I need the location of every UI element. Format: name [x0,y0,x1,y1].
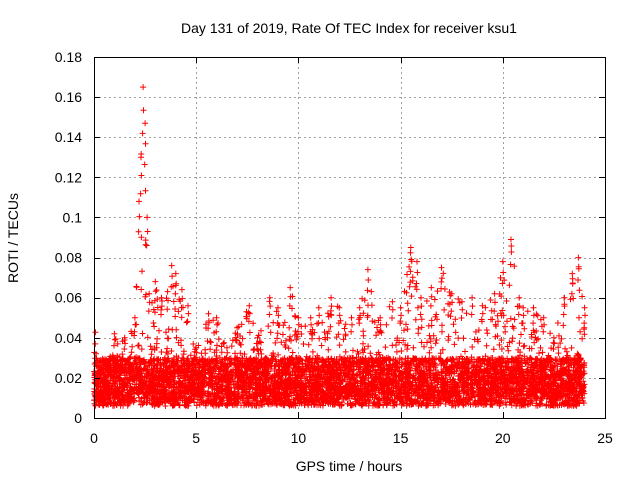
y-tick-label: 0.14 [55,129,82,145]
x-tick-label: 0 [90,430,98,446]
axes: 0 5 10 15 20 25 0 0.02 0.04 0.06 0.08 0.1 0.12 0.14 0.… [55,49,613,446]
y-tick-label: 0 [74,410,82,426]
y-tick-label: 0.16 [55,89,82,105]
x-tick-label: 25 [597,430,613,446]
x-axis-label: GPS time / hours [296,458,403,474]
plot-border [94,57,606,419]
y-tick-label: 0.08 [55,250,82,266]
x-tick-label: 5 [192,430,200,446]
roti-point-markers [91,84,588,409]
y-tick-label: 0.12 [55,169,82,185]
x-tick-label: 15 [393,430,409,446]
x-tick-label: 10 [291,430,307,446]
y-tick-label: 0.18 [55,49,82,65]
y-tick-label: 0.06 [55,290,82,306]
y-tick-label: 0.1 [63,209,83,225]
data-points [91,84,588,409]
y-axis-label: ROTI / TECUs [5,193,21,283]
y-tick-label: 0.04 [55,330,82,346]
y-tick-label: 0.02 [55,370,82,386]
chart-title: Day 131 of 2019, Rate Of TEC Index for r… [181,20,517,36]
x-tick-label: 20 [495,430,511,446]
